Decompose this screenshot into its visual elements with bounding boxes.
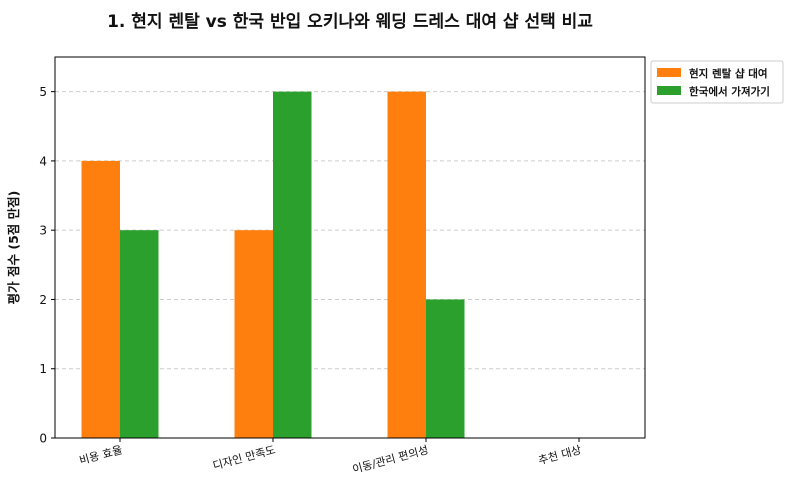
y-tick-label: 4 <box>39 154 47 168</box>
bar <box>387 91 426 439</box>
bars <box>81 91 465 439</box>
x-axis-ticks: 비용 효율 디자인 만족도 이동/관리 편의성 추천 대상 <box>78 438 583 476</box>
legend-entry: 한국에서 가져가기 <box>689 85 770 98</box>
bar <box>81 160 120 438</box>
y-axis-label: 평가 점수 (5점 만점) <box>6 191 21 305</box>
legend-entry: 현지 렌탈 샵 대여 <box>689 67 768 80</box>
y-tick-label: 2 <box>39 293 47 307</box>
x-tick-label: 비용 효율 <box>78 443 124 467</box>
bar <box>120 230 159 438</box>
x-tick-label: 디자인 만족도 <box>211 443 276 472</box>
y-axis-ticks: 0 1 2 3 4 5 <box>39 85 55 446</box>
y-tick-label: 1 <box>39 362 47 376</box>
legend-swatch <box>657 68 681 77</box>
bar <box>273 91 312 439</box>
plot-frame <box>54 56 646 439</box>
legend-swatch <box>657 86 681 95</box>
legend-box <box>650 60 784 104</box>
y-tick-label: 0 <box>39 432 47 446</box>
chart-title: 1. 현지 렌탈 vs 한국 반입 오키나와 웨딩 드레스 대여 샵 선택 비교 <box>107 11 593 32</box>
x-tick-label: 이동/관리 편의성 <box>351 443 430 476</box>
y-tick-label: 5 <box>39 85 47 99</box>
y-tick-label: 3 <box>39 224 47 238</box>
bar <box>426 299 465 438</box>
bar <box>234 230 273 438</box>
x-tick-label: 추천 대상 <box>537 442 583 467</box>
